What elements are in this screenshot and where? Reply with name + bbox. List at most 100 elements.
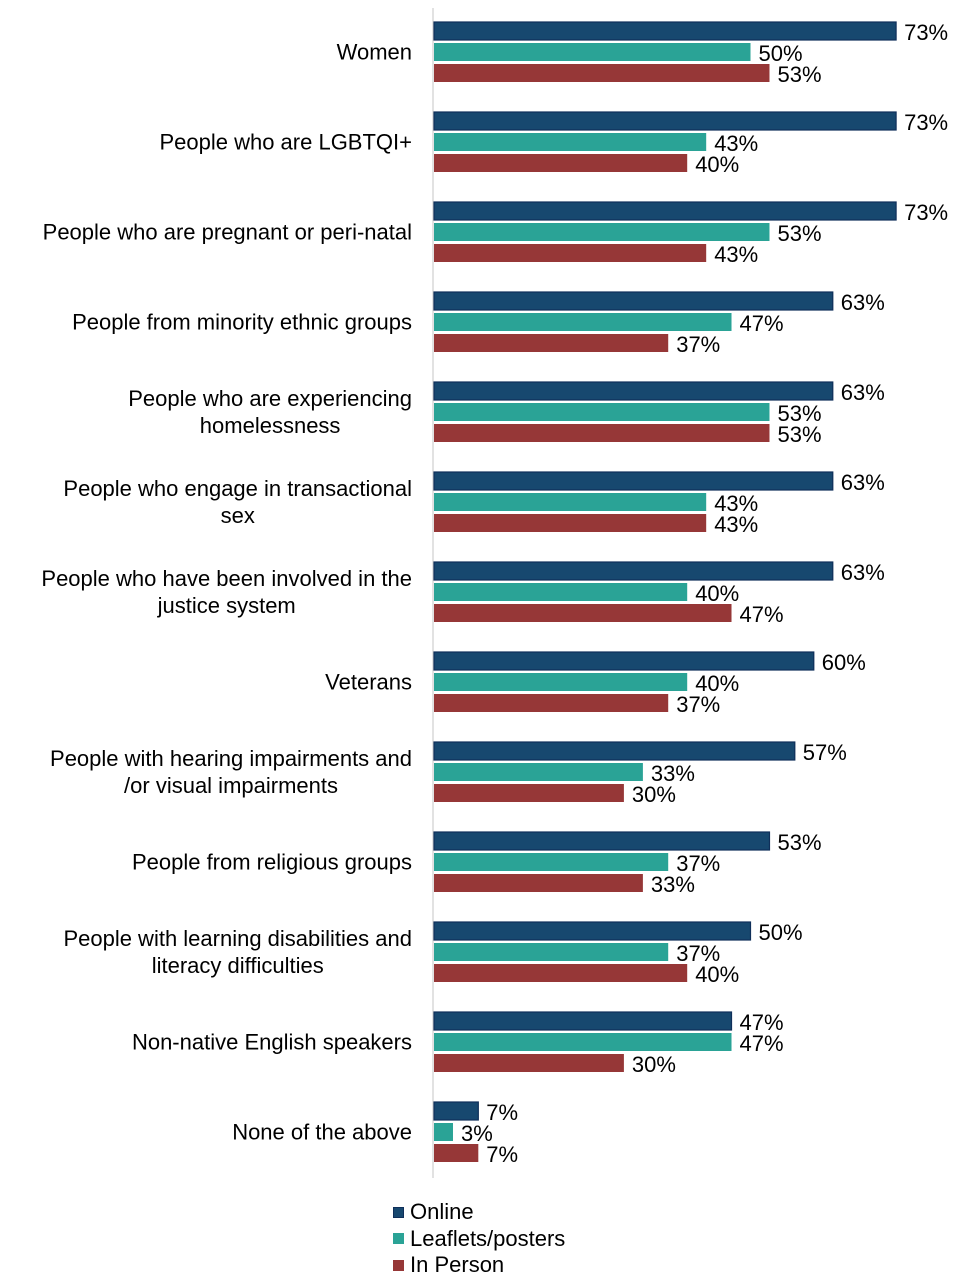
data-label: 73%: [904, 200, 948, 225]
bar-leaflets-posters: [434, 853, 669, 871]
data-label: 7%: [486, 1100, 518, 1125]
bar-online: [433, 381, 834, 401]
category-label: People with learning disabilities and li…: [63, 926, 412, 978]
data-label: 50%: [759, 920, 803, 945]
bar-online: [433, 471, 834, 491]
legend-item-online: Online: [393, 1199, 565, 1226]
data-label: 53%: [777, 830, 821, 855]
data-label: 37%: [676, 851, 720, 876]
data-label: 63%: [841, 560, 885, 585]
category-label: People who have been involved in the jus…: [41, 566, 412, 618]
bar-leaflets-posters: [434, 493, 707, 511]
legend-item-in-person: In Person: [393, 1252, 565, 1279]
data-label: 73%: [904, 20, 948, 45]
data-label: 63%: [841, 290, 885, 315]
data-label: 47%: [740, 602, 784, 627]
legend-item-leaflets: Leaflets/posters: [393, 1226, 565, 1253]
bar-online: [433, 1011, 733, 1031]
bar-leaflets-posters: [434, 133, 707, 151]
bar-leaflets-posters: [434, 313, 732, 331]
data-label: 53%: [777, 422, 821, 447]
bar-in-person: [434, 604, 732, 622]
bar-in-person: [434, 424, 770, 442]
data-label: 73%: [904, 110, 948, 135]
data-label: 40%: [695, 581, 739, 606]
legend-swatch-online: [393, 1206, 404, 1218]
bar-in-person: [434, 244, 707, 262]
legend-swatch-in-person: [393, 1259, 404, 1271]
data-label: 60%: [822, 650, 866, 675]
category-label: People who are LGBTQI+: [159, 129, 412, 155]
bar-leaflets-posters: [434, 1033, 732, 1051]
data-label: 30%: [632, 1052, 676, 1077]
bar-leaflets-posters: [434, 763, 643, 781]
data-label: 53%: [777, 401, 821, 426]
bar-in-person: [434, 784, 624, 802]
bar-online: [433, 741, 796, 761]
bar-leaflets-posters: [434, 673, 688, 691]
bar-in-person: [434, 154, 688, 172]
bar-in-person: [434, 694, 669, 712]
bar-leaflets-posters: [434, 43, 751, 61]
bar-online: [433, 831, 771, 851]
category-label: Non-native English speakers: [131, 1029, 412, 1055]
data-label: 43%: [714, 242, 758, 267]
category-label: People who are pregnant or peri-natal: [42, 219, 412, 245]
category-label: People with hearing impairments and /or …: [50, 746, 412, 798]
bar-leaflets-posters: [434, 223, 770, 241]
data-label: 43%: [714, 131, 758, 156]
data-label: 43%: [714, 512, 758, 537]
legend-label: In Person: [410, 1252, 505, 1278]
data-label: 3%: [461, 1121, 493, 1146]
legend: Online Leaflets/posters In Person: [393, 1199, 565, 1279]
data-label: 43%: [714, 491, 758, 516]
data-label: 40%: [695, 671, 739, 696]
bar-online: [433, 291, 834, 311]
bar-in-person: [434, 514, 707, 532]
bar-in-person: [434, 64, 770, 82]
category-label: People from religious groups: [131, 849, 412, 875]
category-label: None of the above: [232, 1119, 412, 1145]
data-label: 47%: [740, 1031, 784, 1056]
category-label: People who engage in transactional sex: [63, 476, 412, 528]
category-label: Women: [336, 39, 412, 65]
bar-online: [433, 1101, 479, 1121]
data-label: 53%: [777, 62, 821, 87]
bar-online: [433, 651, 815, 671]
category-label: People who are experiencing homelessness: [128, 386, 412, 438]
bar-online: [433, 111, 897, 131]
data-label: 47%: [740, 1010, 784, 1035]
bar-leaflets-posters: [434, 403, 770, 421]
data-label: 33%: [651, 761, 695, 786]
legend-swatch-leaflets: [393, 1233, 404, 1245]
legend-label: Online: [410, 1199, 474, 1225]
data-label: 40%: [695, 152, 739, 177]
data-label: 53%: [777, 221, 821, 246]
bar-online: [433, 21, 897, 41]
category-label: People from minority ethnic groups: [72, 309, 412, 335]
data-label: 40%: [695, 962, 739, 987]
bar-in-person: [434, 874, 643, 892]
bar-online: [433, 561, 834, 581]
bar-in-person: [434, 1054, 624, 1072]
legend-label: Leaflets/posters: [410, 1225, 566, 1251]
bar-in-person: [434, 1144, 479, 1162]
bar-leaflets-posters: [434, 943, 669, 961]
data-label: 37%: [676, 692, 720, 717]
bar-leaflets-posters: [434, 583, 688, 601]
bar-in-person: [434, 964, 688, 982]
category-label: Veterans: [325, 669, 412, 695]
data-label: 47%: [740, 311, 784, 336]
data-label: 33%: [651, 872, 695, 897]
data-label: 37%: [676, 332, 720, 357]
data-label: 63%: [841, 380, 885, 405]
data-label: 7%: [486, 1142, 518, 1167]
bar-online: [433, 201, 897, 221]
data-label: 57%: [803, 740, 847, 765]
data-label: 63%: [841, 470, 885, 495]
bar-leaflets-posters: [434, 1123, 453, 1141]
bar-online: [433, 921, 752, 941]
data-label: 30%: [632, 782, 676, 807]
data-label: 37%: [676, 941, 720, 966]
